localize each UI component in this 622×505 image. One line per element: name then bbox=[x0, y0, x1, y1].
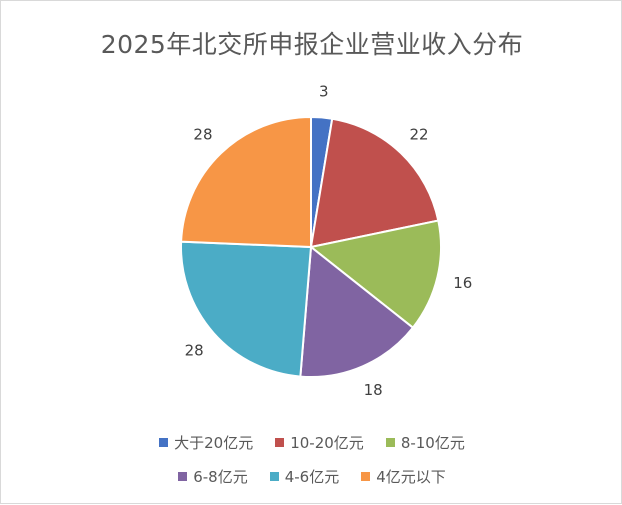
data-label-6: 28 bbox=[193, 125, 212, 143]
pie-slice-3 bbox=[308, 219, 442, 330]
data-label-1: 3 bbox=[319, 83, 329, 101]
data-label-2: 22 bbox=[409, 125, 428, 143]
legend-item-5: 4-6亿元 bbox=[269, 466, 340, 487]
legend-swatch bbox=[275, 437, 285, 447]
legend-swatch bbox=[159, 437, 169, 447]
legend-swatch bbox=[361, 471, 371, 481]
legend-row: 6-8亿元 4-6亿元 4亿元以下 bbox=[1, 459, 622, 493]
data-label-4: 18 bbox=[364, 381, 383, 399]
legend-item-2: 10-20亿元 bbox=[275, 432, 364, 453]
legend-row: 大于20亿元 10-20亿元 8-10亿元 bbox=[1, 425, 622, 459]
pie-slice-5 bbox=[180, 240, 313, 378]
legend-item-4: 6-8亿元 bbox=[178, 466, 248, 487]
legend-item-1: 大于20亿元 bbox=[159, 432, 253, 453]
legend-label: 4-6亿元 bbox=[284, 467, 340, 486]
legend-label: 10-20亿元 bbox=[290, 433, 364, 452]
legend-item-6: 4亿元以下 bbox=[361, 466, 446, 487]
legend-item-3: 8-10亿元 bbox=[385, 432, 465, 453]
data-label-5: 28 bbox=[185, 341, 204, 359]
legend-swatch bbox=[385, 437, 395, 447]
legend-swatch bbox=[178, 471, 188, 481]
legend-label: 6-8亿元 bbox=[193, 467, 248, 486]
chart-title: 2025年北交所申报企业营业收入分布 bbox=[100, 30, 524, 59]
legend-label: 4亿元以下 bbox=[376, 467, 446, 486]
data-label-3: 16 bbox=[453, 274, 472, 292]
legend-swatch bbox=[269, 471, 279, 481]
pie-slice-6 bbox=[180, 115, 312, 249]
legend-label: 大于20亿元 bbox=[174, 433, 254, 452]
pie-slice-2 bbox=[309, 117, 440, 249]
pie-slice-4 bbox=[299, 245, 415, 378]
chart-legend: 大于20亿元 10-20亿元 8-10亿元 6-8亿元 4-6亿元 4亿元以下 bbox=[1, 425, 622, 493]
legend-label: 8-10亿元 bbox=[400, 433, 465, 452]
